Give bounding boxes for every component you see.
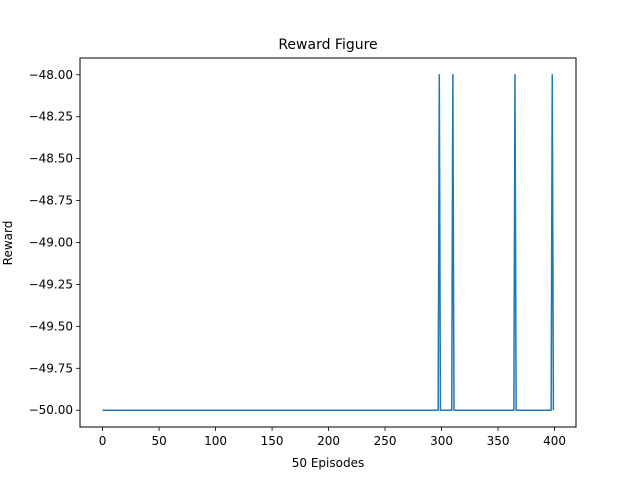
y-tick-label: −48.50 — [29, 152, 73, 166]
y-tick-label: −49.00 — [29, 236, 73, 250]
x-tick-label: 200 — [317, 434, 340, 448]
x-tick-label: 50 — [151, 434, 166, 448]
x-tick-label: 400 — [543, 434, 566, 448]
plot-area — [102, 74, 555, 411]
y-axis-label: Reward — [1, 221, 15, 266]
y-tick-label: −49.75 — [29, 361, 73, 375]
x-tick-label: 100 — [204, 434, 227, 448]
y-tick-label: −48.75 — [29, 194, 73, 208]
y-tick-label: −48.00 — [29, 68, 73, 82]
x-tick-label: 300 — [430, 434, 453, 448]
y-tick-label: −48.25 — [29, 110, 73, 124]
x-axis: 0 50 100 150 200 250 300 350 400 — [99, 427, 566, 448]
x-tick-label: 350 — [487, 434, 510, 448]
x-tick-label: 0 — [99, 434, 107, 448]
y-tick-label: −50.00 — [29, 403, 73, 417]
y-tick-label: −49.50 — [29, 319, 73, 333]
x-tick-label: 150 — [261, 434, 284, 448]
plot-frame — [79, 57, 577, 428]
series-line-0 — [102, 74, 555, 411]
chart-title: Reward Figure — [278, 37, 377, 53]
y-tick-label: −49.25 — [29, 277, 73, 291]
x-axis-label: 50 Episodes — [292, 456, 364, 470]
x-tick-label: 250 — [374, 434, 397, 448]
y-axis: −48.00 −48.25 −48.50 −48.75 −49.00 −49.25 −49.… — [29, 68, 80, 417]
